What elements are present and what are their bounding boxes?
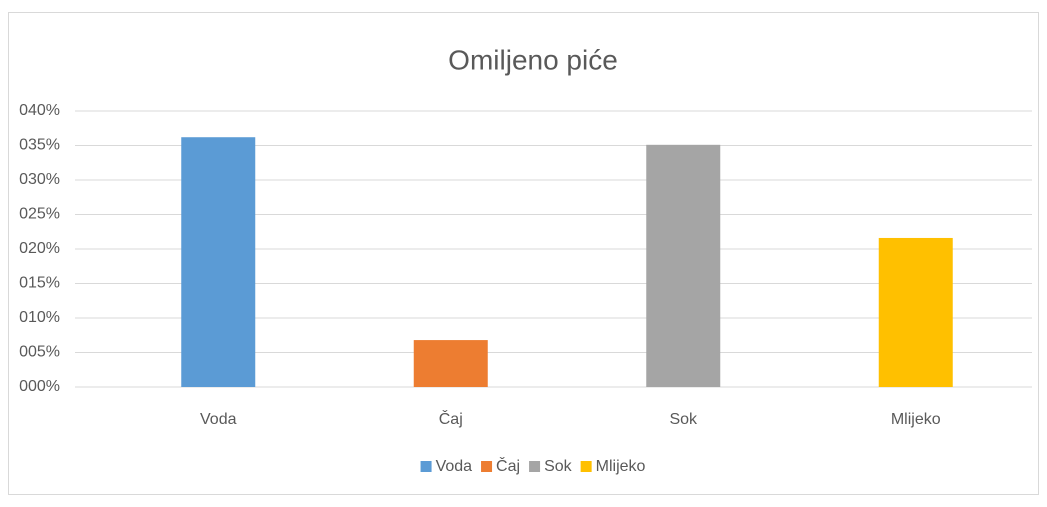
legend-label: Sok (544, 458, 573, 475)
chart-title: Omiljeno piće (448, 44, 618, 75)
y-tick-label: 035% (19, 137, 60, 154)
y-tick-label: 005% (19, 344, 60, 361)
legend-swatch (481, 461, 493, 472)
chart-frame (8, 12, 1039, 495)
x-tick-label: Voda (200, 411, 237, 428)
y-tick-label: 020% (19, 240, 60, 257)
legend-swatch (580, 461, 592, 472)
legend-label: Mlijeko (596, 458, 646, 475)
y-tick-label: 015% (19, 275, 60, 292)
y-tick-label: 000% (19, 378, 60, 395)
x-tick-label: Čaj (439, 409, 463, 428)
bar (878, 237, 953, 387)
y-tick-label: 040% (19, 102, 60, 119)
y-tick-label: 010% (19, 309, 60, 326)
bar (181, 137, 256, 387)
x-tick-label: Sok (669, 411, 698, 428)
x-tick-label: Mlijeko (891, 411, 941, 428)
y-tick-label: 025% (19, 206, 60, 223)
bar (646, 144, 721, 387)
y-tick-label: 030% (19, 171, 60, 188)
legend-swatch (529, 461, 541, 472)
bar (413, 340, 488, 387)
legend-label: Čaj (496, 456, 520, 475)
legend-label: Voda (436, 458, 473, 475)
legend-swatch (420, 461, 432, 472)
